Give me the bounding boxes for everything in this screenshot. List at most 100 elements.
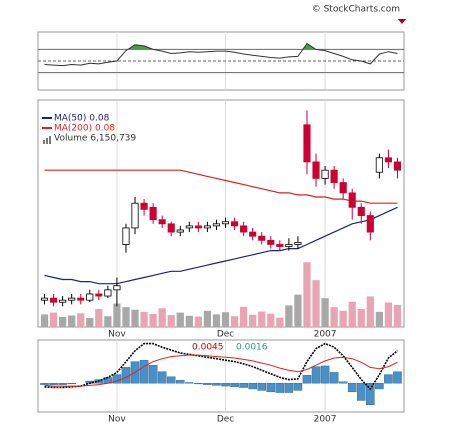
copyright: © StockCharts.com xyxy=(312,5,400,15)
volume-bar xyxy=(321,298,329,327)
volume-bar xyxy=(140,311,148,327)
legend-swatch xyxy=(43,140,45,144)
candle-body xyxy=(312,161,320,179)
histogram-bar xyxy=(366,383,375,406)
candle-body xyxy=(231,221,239,227)
candle-body xyxy=(221,221,230,225)
volume-bar xyxy=(212,314,221,327)
series-line xyxy=(44,206,398,285)
volume-bar xyxy=(95,309,103,327)
volume-bar xyxy=(348,301,356,327)
candle-body xyxy=(131,202,139,229)
volume-bar xyxy=(312,280,320,327)
legend-label: Volume 6,150,739 xyxy=(54,134,136,144)
menu-arrow[interactable] xyxy=(398,19,406,24)
volume-bar xyxy=(393,304,402,327)
histogram-bar xyxy=(40,383,49,385)
series-line xyxy=(44,354,398,387)
histogram-bar xyxy=(221,383,230,387)
volume-bar xyxy=(249,314,257,327)
series-line xyxy=(44,42,398,67)
candle-body xyxy=(149,206,157,221)
legend-swatch xyxy=(46,138,48,144)
volume-bar xyxy=(149,314,157,327)
volume-bar xyxy=(68,315,76,327)
volume-bar xyxy=(330,307,338,327)
volume-bar xyxy=(113,303,121,327)
candle-body xyxy=(95,293,103,297)
candle-body xyxy=(357,206,365,216)
histogram-bar xyxy=(157,371,167,384)
volume-bar xyxy=(384,302,393,327)
candle-body xyxy=(339,182,347,194)
histogram-bar xyxy=(266,383,276,393)
candle-body xyxy=(68,297,76,301)
histogram-bar xyxy=(212,383,221,386)
histogram-bar xyxy=(375,383,384,390)
candle-body xyxy=(122,227,130,245)
x-tick-label: Dec xyxy=(217,330,234,340)
histogram-bar xyxy=(248,383,257,390)
candle-body xyxy=(50,297,58,303)
candle-body xyxy=(303,124,311,163)
candle-body xyxy=(267,239,275,245)
volume-bar xyxy=(339,310,347,327)
volume-bar xyxy=(303,262,311,327)
volume-bar xyxy=(131,309,139,327)
volume-bar xyxy=(194,316,202,327)
series-line xyxy=(44,342,398,391)
volume-bar xyxy=(366,296,374,327)
histogram-bar xyxy=(329,372,339,384)
histogram-bar xyxy=(302,375,312,384)
histogram-bar xyxy=(49,383,58,385)
volume-bar xyxy=(230,316,239,327)
candle-body xyxy=(40,297,49,301)
candle-body xyxy=(194,225,202,229)
legend-swatch xyxy=(49,136,51,144)
histogram-bar xyxy=(338,381,348,384)
candle-body xyxy=(294,241,302,245)
volume-bar xyxy=(294,294,302,327)
histogram-bar xyxy=(230,383,239,388)
volume-bar xyxy=(203,310,212,327)
histogram-bar xyxy=(347,383,357,393)
histogram-bar xyxy=(357,383,366,401)
volume-bar xyxy=(258,311,266,327)
legend-value: 0.0016 xyxy=(236,343,268,353)
candle-body xyxy=(321,169,329,179)
histogram-bar xyxy=(284,383,294,393)
candle-body xyxy=(86,293,94,301)
volume-bar xyxy=(185,315,193,327)
histogram-bar xyxy=(139,359,149,384)
histogram-bar xyxy=(275,383,285,393)
x-tick-label: Nov xyxy=(108,330,126,340)
candle-body xyxy=(185,225,193,229)
candle-body xyxy=(375,157,383,173)
x-tick-label: 2007 xyxy=(314,415,337,425)
histogram-bar xyxy=(384,374,393,384)
candle-body xyxy=(258,235,266,241)
volume-bar xyxy=(375,311,383,327)
histogram-bar xyxy=(58,383,67,385)
candle-body xyxy=(249,231,257,237)
x-tick-label: Dec xyxy=(217,415,234,425)
volume-bar xyxy=(59,316,67,327)
panel xyxy=(37,99,405,328)
candle-body xyxy=(240,225,248,233)
volume-bar xyxy=(240,306,248,327)
candle-body xyxy=(285,244,293,247)
candle-body xyxy=(176,229,184,233)
legend-label: MA(200) 0.08 xyxy=(54,124,115,134)
candle-body xyxy=(384,157,392,163)
histogram-bar xyxy=(239,383,248,388)
candle-body xyxy=(167,223,175,233)
volume-bar xyxy=(122,307,130,327)
volume-bar xyxy=(285,305,293,327)
candle-body xyxy=(59,299,67,303)
x-tick-label: 2007 xyxy=(314,330,337,340)
histogram-bar xyxy=(393,371,402,384)
histogram-bar xyxy=(176,380,185,384)
candle-body xyxy=(276,244,284,247)
